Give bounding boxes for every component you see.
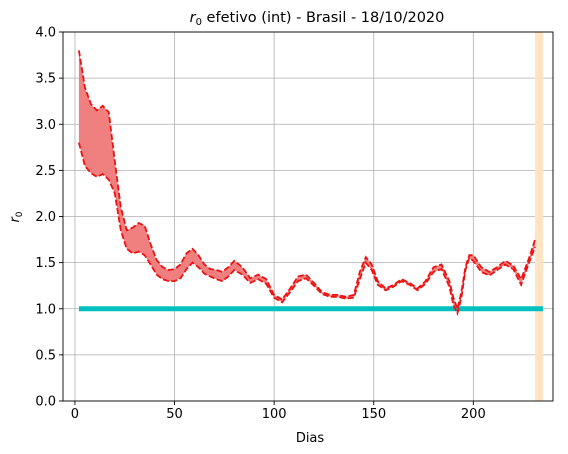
y-axis: 0.0 0.5 1.0 1.5 2.0 2.5 3.0 3.5 4.0 xyxy=(35,26,63,410)
y-tick-label: 3.0 xyxy=(35,118,56,133)
bound-lines-layer xyxy=(78,50,536,317)
x-tick-label: 50 xyxy=(166,407,183,422)
y-axis-label: r0 xyxy=(8,211,25,222)
y-tick-label: 1.0 xyxy=(35,302,56,317)
title-symbol-subscript: 0 xyxy=(196,17,202,28)
x-tick-label: 0 xyxy=(71,407,79,422)
title-rest: efetivo (int) - Brasil - 18/10/2020 xyxy=(202,10,444,26)
upper-bound-line xyxy=(78,50,536,312)
y-tick-label: 4.0 xyxy=(35,26,56,41)
title-symbol: r xyxy=(190,10,197,26)
y-tick-label: 3.5 xyxy=(35,72,56,87)
y-axis-label-symbol: r xyxy=(8,216,23,223)
x-axis-label: Dias xyxy=(296,431,325,446)
y-axis-label-subscript: 0 xyxy=(15,211,25,217)
chart-title: r0 efetivo (int) - Brasil - 18/10/2020 xyxy=(190,10,445,28)
x-axis: 0 50 100 150 200 xyxy=(71,401,486,422)
x-tick-label: 150 xyxy=(361,407,386,422)
y-tick-label: 1.5 xyxy=(35,256,56,271)
x-tick-label: 200 xyxy=(461,407,486,422)
y-tick-label: 0.5 xyxy=(35,348,56,363)
highlight-span xyxy=(535,32,544,401)
y-tick-label: 0.0 xyxy=(35,395,56,410)
x-tick-label: 100 xyxy=(262,407,287,422)
lower-bound-line xyxy=(78,142,536,317)
y-tick-label: 2.0 xyxy=(35,210,56,225)
highlight-span-layer xyxy=(535,32,544,401)
y-tick-label: 2.5 xyxy=(35,164,56,179)
